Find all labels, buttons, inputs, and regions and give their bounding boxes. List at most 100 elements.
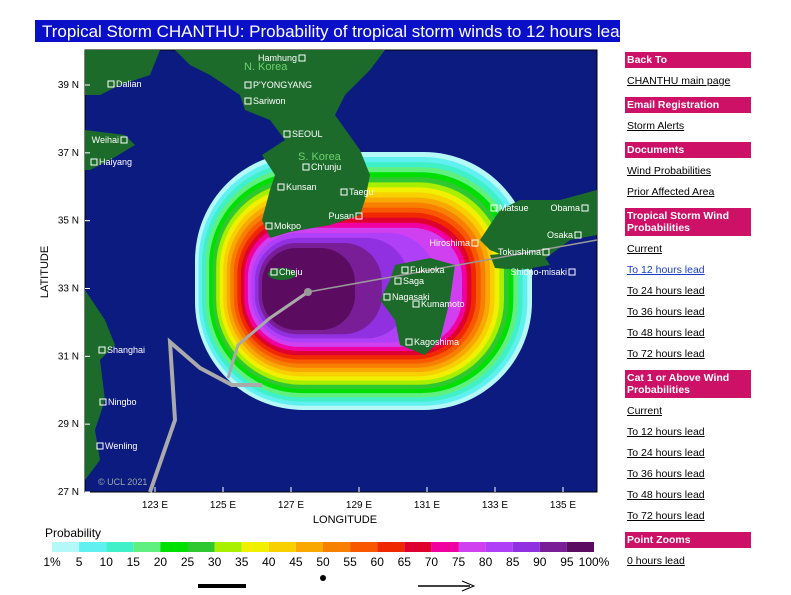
legend-label: 1% bbox=[43, 555, 61, 569]
city-marker bbox=[283, 130, 291, 138]
land bbox=[480, 190, 597, 270]
legend-swatch bbox=[377, 542, 405, 552]
city-label: Mokpo bbox=[274, 221, 301, 231]
legend-swatch bbox=[133, 542, 161, 552]
legend-swatch bbox=[187, 542, 215, 552]
city-marker bbox=[355, 212, 363, 220]
lat-tick-label: 39 N bbox=[58, 80, 79, 91]
nav-link[interactable]: To 24 hours lead bbox=[627, 285, 705, 297]
city-marker bbox=[96, 442, 104, 450]
nav-link[interactable]: 0 hours lead bbox=[627, 555, 685, 567]
legend-label: 10 bbox=[100, 555, 114, 569]
sidebar: Back To CHANTHU main page Email Registrati… bbox=[625, 52, 751, 569]
section-heading: Back To bbox=[625, 52, 751, 68]
city-label: Hiroshima bbox=[429, 238, 470, 248]
city-marker bbox=[340, 188, 348, 196]
city-marker bbox=[568, 268, 576, 276]
legend-swatch bbox=[214, 542, 242, 552]
nav-link[interactable]: To 48 hours lead bbox=[627, 327, 705, 339]
current-position bbox=[304, 288, 312, 296]
city-marker bbox=[90, 158, 98, 166]
nav-link[interactable]: To 48 hours lead bbox=[627, 489, 705, 501]
nav-link[interactable]: To 24 hours lead bbox=[627, 447, 705, 459]
legend-label: 15 bbox=[127, 555, 141, 569]
legend-swatch bbox=[160, 542, 188, 552]
copyright: © UCL 2021 bbox=[98, 477, 147, 487]
city-marker bbox=[471, 239, 479, 247]
past-track bbox=[148, 337, 262, 493]
land bbox=[268, 268, 296, 280]
city-marker bbox=[542, 248, 550, 256]
lon-tick-label: 133 E bbox=[482, 500, 508, 511]
nav-link[interactable]: To 36 hours lead bbox=[627, 306, 705, 318]
nav-link[interactable]: To 72 hours lead bbox=[627, 348, 705, 360]
forecast-arrow bbox=[461, 580, 476, 592]
city-label: Shiono-misaki bbox=[510, 267, 567, 277]
legend-swatch bbox=[350, 542, 378, 552]
city-label: Dalian bbox=[116, 79, 142, 89]
nav-link[interactable]: Current bbox=[627, 243, 663, 255]
nav-link[interactable]: Prior Affected Area bbox=[627, 186, 715, 198]
city-marker bbox=[244, 81, 252, 89]
legend-label: 35 bbox=[235, 555, 249, 569]
legend-swatch bbox=[323, 542, 351, 552]
city-marker bbox=[394, 277, 402, 285]
city-marker bbox=[383, 293, 391, 301]
land bbox=[175, 50, 385, 238]
legend-label: 55 bbox=[343, 555, 357, 569]
land bbox=[85, 50, 160, 95]
current-position-symbol bbox=[320, 575, 326, 581]
city-marker bbox=[298, 54, 306, 62]
legend-swatch bbox=[52, 542, 80, 552]
legend-swatch bbox=[539, 542, 567, 552]
legend-swatch bbox=[512, 542, 540, 552]
nav-link[interactable]: Wind Probabilities bbox=[627, 165, 712, 177]
legend-label: 85 bbox=[506, 555, 520, 569]
lat-tick-label: 31 N bbox=[58, 351, 79, 362]
nav-link[interactable]: CHANTHU main page bbox=[627, 75, 731, 87]
city-marker bbox=[265, 222, 273, 230]
x-axis-label: LONGITUDE bbox=[313, 514, 377, 526]
nav-link[interactable]: To 72 hours lead bbox=[627, 510, 705, 522]
y-axis-label: LATITUDE bbox=[39, 246, 51, 298]
city-marker bbox=[412, 300, 420, 308]
city-marker bbox=[120, 136, 128, 144]
city-label: Saga bbox=[403, 276, 424, 286]
legend-swatch bbox=[431, 542, 459, 552]
lat-tick-label: 35 N bbox=[58, 216, 79, 227]
city-label: Wenling bbox=[105, 441, 137, 451]
city-label: Hamhung bbox=[258, 53, 297, 63]
city-marker bbox=[581, 204, 589, 212]
section-heading: Documents bbox=[625, 142, 751, 158]
city-label: Ningbo bbox=[108, 397, 137, 407]
city-marker bbox=[401, 266, 409, 274]
city-label: Ch'unju bbox=[311, 162, 341, 172]
nav-link[interactable]: Current bbox=[627, 405, 663, 417]
lon-tick-label: 125 E bbox=[210, 500, 236, 511]
city-label: Kumamoto bbox=[421, 299, 465, 309]
city-label: Cheju bbox=[279, 267, 303, 277]
legend-swatch bbox=[404, 542, 432, 552]
region-label: S. Korea bbox=[298, 151, 342, 163]
past-track bbox=[226, 290, 309, 379]
nav-link[interactable]: To 12 hours lead bbox=[627, 264, 705, 276]
city-label: Matsue bbox=[499, 203, 529, 213]
city-marker bbox=[244, 97, 252, 105]
city-label: Sariwon bbox=[253, 96, 286, 106]
map-figure: Tropical Storm CHANTHU: Probability of t… bbox=[35, 20, 620, 592]
city-label: Shanghai bbox=[107, 345, 145, 355]
nav-link[interactable]: To 36 hours lead bbox=[627, 468, 705, 480]
lon-tick-label: 131 E bbox=[414, 500, 440, 511]
lat-tick-label: 37 N bbox=[58, 148, 79, 159]
city-marker bbox=[277, 183, 285, 191]
section-heading: Tropical Storm Wind Probabilities bbox=[625, 208, 751, 236]
lon-tick-label: 123 E bbox=[142, 500, 168, 511]
nav-link[interactable]: To 12 hours lead bbox=[627, 426, 705, 438]
legend-swatch bbox=[241, 542, 269, 552]
city-marker bbox=[574, 231, 582, 239]
legend-label: 50 bbox=[316, 555, 330, 569]
city-label: Weihai bbox=[92, 135, 119, 145]
nav-link[interactable]: Storm Alerts bbox=[627, 120, 685, 132]
city-marker bbox=[490, 204, 498, 212]
